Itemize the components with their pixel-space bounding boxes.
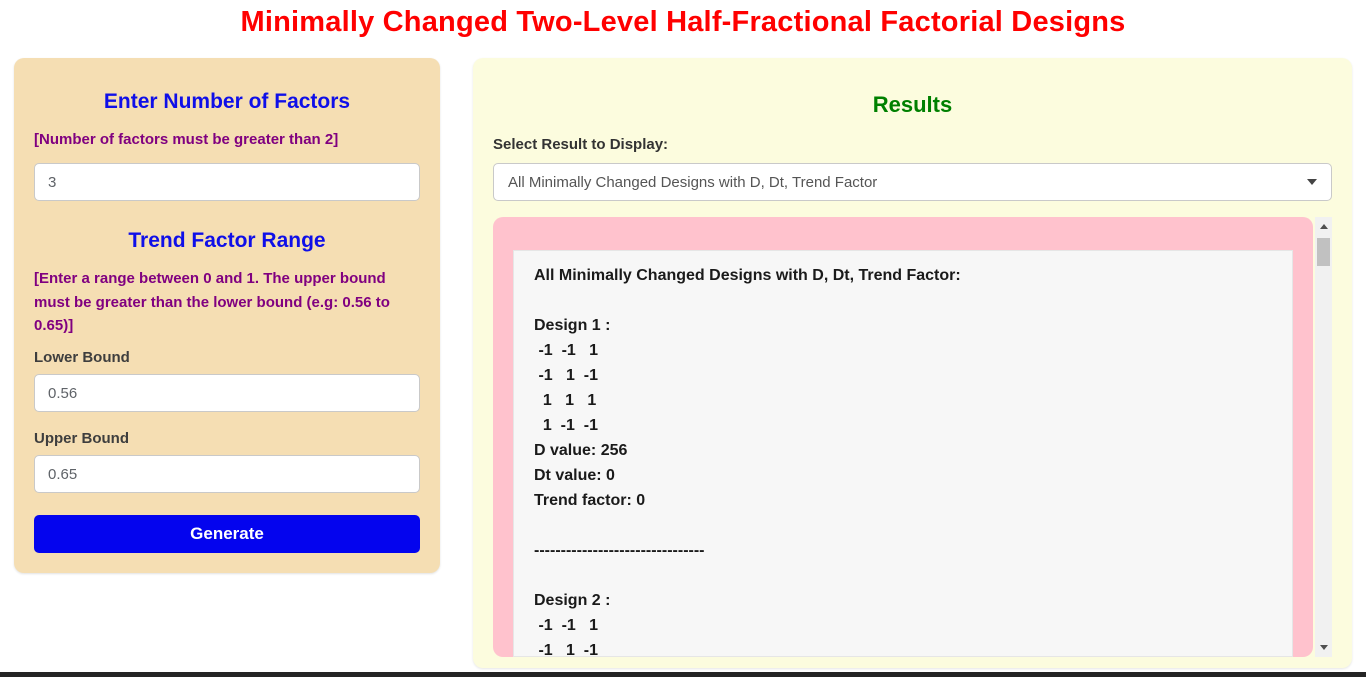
result-line: Dt value: 0	[534, 467, 615, 484]
results-area: All Minimally Changed Designs with D, Dt…	[493, 217, 1332, 657]
result-line: Design 2 :	[534, 592, 611, 609]
results-output: All Minimally Changed Designs with D, Dt…	[493, 217, 1313, 657]
results-output-content: All Minimally Changed Designs with D, Dt…	[513, 250, 1293, 657]
scroll-down-button[interactable]	[1315, 639, 1332, 656]
scroll-up-button[interactable]	[1315, 218, 1332, 235]
lower-bound-label: Lower Bound	[34, 349, 130, 366]
factors-input[interactable]	[34, 163, 420, 202]
result-line	[534, 513, 1272, 538]
lower-bound-input[interactable]	[34, 374, 420, 412]
result-line: Trend factor: 0	[534, 492, 646, 509]
generate-button[interactable]: Generate	[34, 515, 420, 553]
results-heading: Results	[872, 92, 953, 117]
main-content: Enter Number of Factors [Number of facto…	[14, 58, 1352, 668]
trend-range-hint: [Enter a range between 0 and 1. The uppe…	[34, 270, 390, 334]
input-panel: Enter Number of Factors [Number of facto…	[14, 58, 440, 573]
factors-hint: [Number of factors must be greater than …	[34, 131, 339, 148]
result-line: Design 1 :	[534, 317, 611, 334]
trend-range-heading: Trend Factor Range	[128, 229, 326, 253]
result-select[interactable]: All Minimally Changed Designs with D, Dt…	[493, 163, 1332, 201]
page-title: Minimally Changed Two-Level Half-Fractio…	[240, 6, 1126, 38]
select-result-label: Select Result to Display:	[493, 136, 669, 153]
result-line: 1 1 1	[534, 392, 597, 409]
upper-bound-label: Upper Bound	[34, 430, 129, 447]
results-panel: Results Select Result to Display: All Mi…	[473, 58, 1352, 668]
result-line: -1 1 -1	[534, 642, 599, 657]
result-line: All Minimally Changed Designs with D, Dt…	[534, 267, 961, 284]
scrollbar-thumb[interactable]	[1317, 238, 1330, 266]
result-line: -1 -1 1	[534, 342, 599, 359]
result-line: 1 -1 -1	[534, 417, 599, 434]
results-scrollbar[interactable]	[1315, 217, 1332, 657]
result-line: --------------------------------	[534, 542, 705, 559]
taskbar-edge	[0, 672, 1366, 677]
factors-heading: Enter Number of Factors	[103, 90, 351, 113]
caret-down-icon	[1307, 179, 1317, 185]
result-line: D value: 256	[534, 442, 628, 459]
upper-bound-input[interactable]	[34, 455, 420, 493]
result-line: -1 -1 1	[534, 617, 599, 634]
triangle-down-icon	[1319, 645, 1328, 650]
result-line: -1 1 -1	[534, 367, 599, 384]
triangle-up-icon	[1319, 224, 1328, 229]
selected-option-text: All Minimally Changed Designs with D, Dt…	[508, 173, 878, 191]
result-line	[534, 288, 1272, 313]
result-line	[534, 563, 1272, 588]
